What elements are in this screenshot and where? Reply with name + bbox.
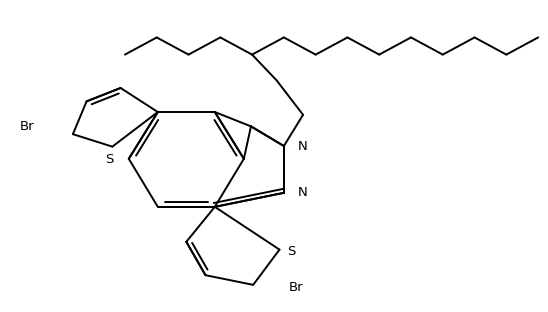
Text: N: N bbox=[298, 186, 307, 199]
Text: Br: Br bbox=[20, 120, 35, 133]
Text: S: S bbox=[105, 153, 114, 166]
Text: Br: Br bbox=[289, 281, 304, 295]
Text: S: S bbox=[287, 245, 296, 258]
Text: N: N bbox=[298, 139, 307, 153]
